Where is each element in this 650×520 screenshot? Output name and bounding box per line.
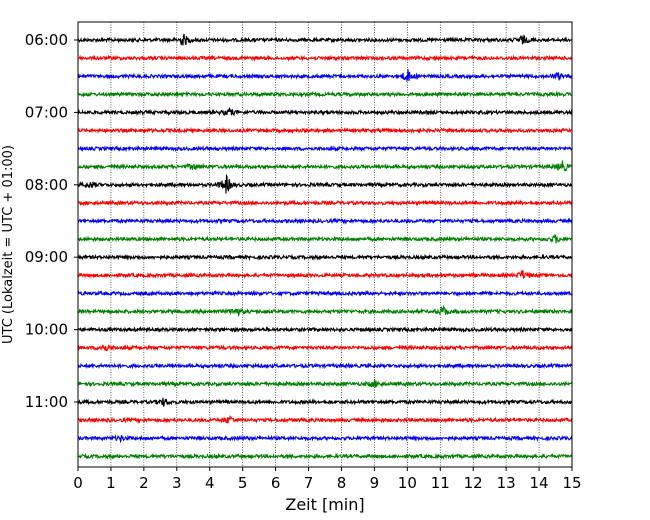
trace-row [77,54,573,62]
x-tick-label: 2 [139,474,149,492]
x-tick-label: 11 [431,474,450,492]
y-tick-label: 08:00 [25,176,68,194]
y-axis-label: UTC (Lokalzeit = UTC + 01:00) [1,145,16,344]
trace-row [77,234,573,244]
trace-row [77,452,573,460]
x-axis-label: Zeit [min] [285,495,364,514]
x-tick-label: 13 [497,474,516,492]
trace-row [77,433,573,444]
trace-row [77,362,573,370]
trace-row [77,33,573,46]
x-tick-label: 8 [337,474,347,492]
y-tick-label: 09:00 [25,248,68,266]
trace-row [77,126,573,135]
trace-row [77,253,573,261]
y-tick-label: 07:00 [25,103,68,121]
x-tick-label: 10 [398,474,417,492]
y-tick-label: 10:00 [25,321,68,339]
trace-row [77,378,573,388]
y-tick-label: 06:00 [25,31,68,49]
trace-row [77,90,573,98]
trace-layer [77,33,573,460]
trace-row [77,217,573,225]
trace-row [77,289,573,298]
trace-row [77,160,573,172]
x-tick-label: 14 [530,474,549,492]
y-tick-label: 11:00 [25,393,68,411]
trace-row [77,414,573,424]
x-tick-label: 7 [304,474,314,492]
trace-row [77,269,573,280]
tick-layer: 0 1 2 3 4 5 6 7 8 9 10 11 12 13 14 1506:0007:0008:0009:… [25,31,582,492]
trace-row [77,173,573,194]
x-tick-label: 4 [205,474,215,492]
trace-row [77,107,573,117]
x-tick-label: 5 [238,474,248,492]
plot-frame [77,21,573,468]
x-tick-label: 3 [172,474,182,492]
x-tick-label: 6 [271,474,281,492]
trace-row [77,144,573,153]
x-tick-label: 15 [562,474,581,492]
x-tick-label: 9 [370,474,380,492]
trace-row [77,397,573,408]
x-tick-label: 0 [73,474,83,492]
grid-layer [110,22,540,467]
trace-row [77,344,573,352]
trace-row [77,69,573,83]
x-tick-label: 1 [106,474,116,492]
trace-row [77,325,573,334]
trace-row [77,199,573,207]
trace-row [78,304,573,317]
x-tick-label: 12 [464,474,483,492]
